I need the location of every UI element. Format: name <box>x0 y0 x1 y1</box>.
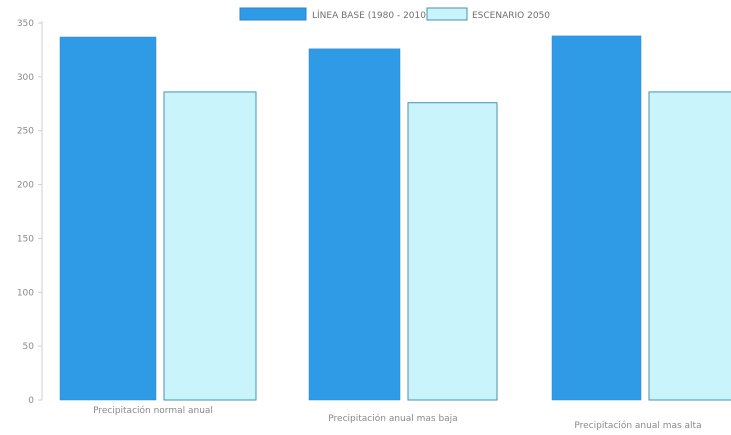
y-tick-label: 50 <box>23 342 35 352</box>
x-category-label: Precipitación anual mas alta <box>574 420 701 431</box>
bar-linea-base-0 <box>59 36 157 401</box>
bar-escenario-2050-1 <box>407 102 498 401</box>
x-category-label: Precipitación anual mas baja <box>328 413 457 424</box>
bar-linea-base-2 <box>551 35 642 401</box>
y-tick-label: 100 <box>17 288 34 298</box>
bar-escenario-2050-2 <box>648 91 731 401</box>
y-tick-label: 200 <box>17 181 34 191</box>
legend-swatch-escenario-2050 <box>426 7 468 21</box>
legend-label-linea-base: LÍNEA BASE (1980 - 2010) <box>312 9 430 21</box>
bar-linea-base-1 <box>308 48 401 401</box>
y-tick-label: 0 <box>28 396 34 406</box>
y-tick-label: 250 <box>17 127 34 137</box>
y-tick-label: 350 <box>17 19 34 29</box>
y-axis: 0 50 100 150 200 250 300 350 <box>17 19 43 406</box>
y-tick-label: 300 <box>17 73 34 83</box>
legend-label-escenario-2050: ESCENARIO 2050 <box>472 11 550 21</box>
legend: LÍNEA BASE (1980 - 2010) ESCENARIO 2050 <box>239 7 550 21</box>
bars <box>59 35 731 401</box>
y-tick-label: 150 <box>17 234 34 244</box>
x-axis-labels: Precipitación normal anual Precipitación … <box>93 405 702 431</box>
bar-escenario-2050-0 <box>163 91 257 401</box>
x-category-label: Precipitación normal anual <box>93 405 213 416</box>
legend-swatch-linea-base <box>239 7 307 21</box>
